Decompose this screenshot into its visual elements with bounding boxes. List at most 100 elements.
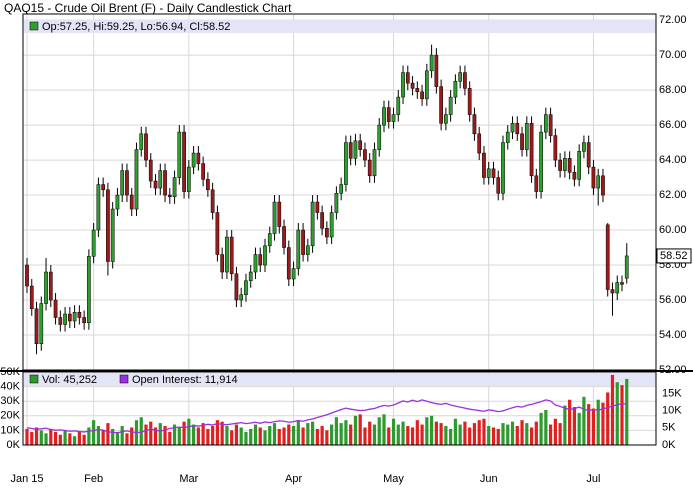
volume-bar: [325, 430, 329, 445]
volume-bar: [577, 412, 581, 445]
candle-body: [125, 170, 129, 196]
volume-bar: [368, 421, 372, 445]
candle-body: [434, 54, 439, 87]
candle-body: [444, 114, 448, 124]
volume-bar: [606, 392, 610, 445]
volume-bar: [553, 418, 557, 445]
x-tick-label: Jul: [586, 473, 600, 485]
candle-body: [615, 282, 620, 294]
volume-bar: [396, 424, 400, 445]
volume-bar: [520, 420, 524, 445]
marks: [25, 44, 629, 445]
volume-bar: [563, 405, 567, 445]
candle-body: [624, 255, 629, 279]
volume-bar: [258, 427, 262, 445]
volume-bar: [439, 423, 443, 445]
volume-bar: [139, 417, 143, 445]
candle-body: [144, 133, 148, 161]
volume-bar: [549, 424, 553, 445]
candle-body: [372, 149, 377, 177]
candle-body: [567, 158, 572, 173]
y-tick-label: 72.00: [659, 14, 687, 26]
volume-bar: [425, 417, 429, 445]
chart-title: QAQ15 - Crude Oil Brent (F) - Daily Cand…: [4, 1, 292, 15]
candle-body: [158, 170, 163, 189]
y-tick-label: 52.00: [659, 364, 687, 376]
volume-bar: [225, 426, 229, 445]
oi-legend: Open Interest: 11,914: [132, 374, 238, 386]
candle-body: [334, 193, 339, 213]
volume-tick-label: 40K: [0, 381, 20, 393]
candle-body: [424, 70, 429, 100]
candle-body: [25, 264, 29, 287]
candle-body: [167, 194, 172, 198]
volume-bar: [477, 420, 481, 445]
x-tick-label: Jan 15: [10, 473, 43, 485]
volume-bar: [92, 420, 96, 445]
volume-bar: [187, 418, 191, 445]
volume-bar: [77, 431, 81, 445]
candle-body: [548, 114, 553, 136]
candle-body: [491, 168, 496, 178]
volume-bar: [177, 427, 181, 445]
volume-bar: [382, 414, 386, 445]
candle-body: [529, 123, 534, 177]
candle-body: [377, 124, 382, 150]
candle-body: [586, 142, 591, 168]
candle-body: [439, 86, 443, 124]
candle-body: [310, 201, 315, 247]
volume-bar: [363, 427, 367, 445]
volume-bar: [96, 426, 100, 445]
candle-body: [172, 177, 177, 198]
oi-tick-label: 10K: [662, 404, 682, 416]
volume-bar: [144, 424, 148, 445]
candle-body: [429, 54, 434, 72]
x-tick-label: Jun: [480, 473, 498, 485]
candle-body: [410, 82, 415, 89]
candle-body: [420, 91, 424, 100]
candle-body: [367, 159, 372, 177]
candle-body: [458, 72, 463, 82]
x-tick-label: Apr: [285, 473, 302, 485]
volume-bar: [334, 417, 338, 445]
candle-body: [405, 72, 410, 84]
candle-body: [534, 175, 539, 192]
y-tick-label: 54.00: [659, 329, 687, 341]
volume-bar: [172, 424, 177, 445]
volume-bar: [434, 421, 438, 445]
volume-tick-label: 30K: [0, 395, 20, 407]
volume-bar: [353, 415, 358, 445]
candle-body: [44, 271, 48, 304]
legend-swatch: [29, 374, 39, 384]
volume-bar: [344, 420, 348, 445]
x-tick-label: May: [383, 473, 404, 485]
candle-body: [286, 247, 291, 280]
volume-bar: [453, 418, 457, 445]
volume-bar: [63, 430, 67, 445]
volume-bar: [501, 423, 505, 445]
volume-bar: [53, 431, 58, 445]
candle-body: [48, 271, 53, 301]
y-tick-label: 68.00: [659, 84, 687, 96]
last-price-box: [656, 248, 692, 264]
y-tick-label: 56.00: [659, 294, 687, 306]
volume-bar: [125, 433, 129, 445]
volume-bar: [558, 423, 562, 445]
volume-bar: [463, 421, 467, 445]
volume-bar: [430, 415, 434, 445]
volume-bar: [491, 427, 496, 445]
candle-body: [29, 285, 34, 310]
candle-body: [448, 96, 453, 115]
volume-tick-label: 50K: [0, 366, 20, 378]
candle-body: [558, 159, 562, 171]
volume-bar: [211, 426, 215, 445]
candle-body: [291, 268, 296, 280]
volume-bar: [263, 430, 267, 445]
volume-bar: [196, 427, 200, 445]
candle-body: [582, 142, 586, 152]
candle-body: [539, 131, 543, 192]
candle-body: [344, 142, 348, 185]
candle-body: [67, 313, 72, 322]
volume-bar: [349, 424, 353, 445]
